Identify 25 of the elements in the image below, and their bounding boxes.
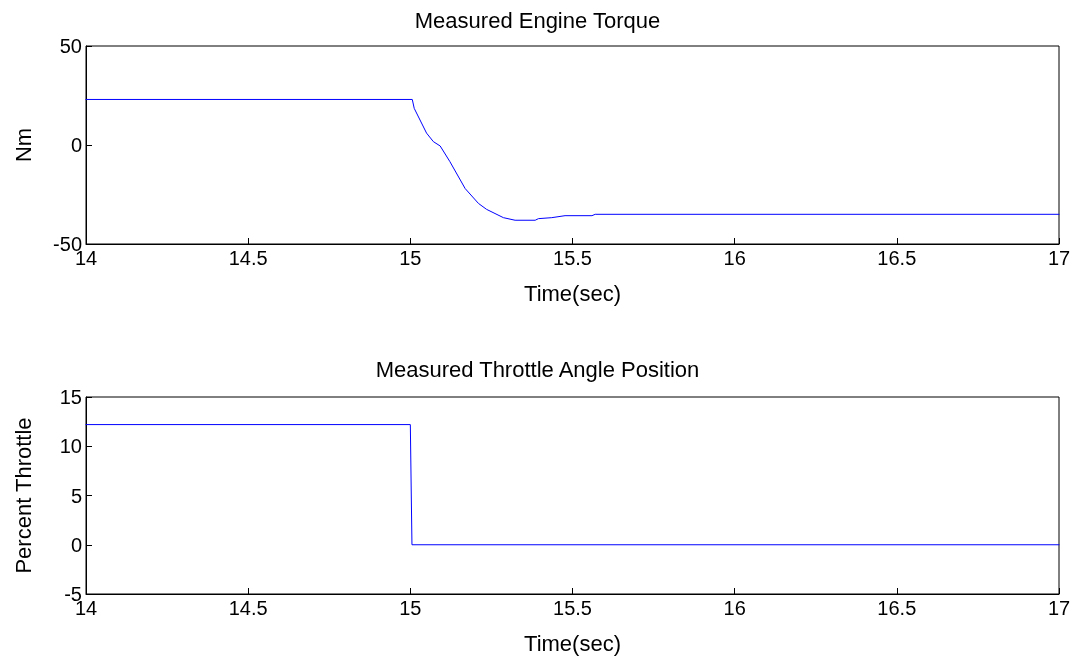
y-axis-title: Percent Throttle	[10, 417, 36, 574]
x-tick-label: 15.5	[553, 597, 592, 619]
y-tick-label: 10	[59, 435, 82, 458]
y-tick-label: 15	[59, 386, 82, 408]
y-tick-label: 5	[70, 484, 82, 507]
x-tick-label: 15.5	[553, 247, 592, 269]
x-tick-label: 14.5	[228, 597, 268, 619]
x-axis-title: Time(sec)	[524, 280, 621, 306]
x-axis-title: Time(sec)	[524, 630, 621, 656]
x-tick-label: 15	[399, 597, 422, 619]
y-axis-title: Nm	[10, 127, 36, 163]
x-tick-label: 16.5	[877, 597, 917, 619]
x-tick-label: 15	[399, 247, 422, 269]
x-tick-label: 16	[723, 247, 746, 269]
x-tick-label: 16.5	[877, 247, 917, 269]
chart-title: Measured Engine Torque	[414, 7, 661, 33]
x-tick-label: 17	[1047, 597, 1071, 619]
line-series	[85, 98, 1060, 221]
x-tick-label: 17	[1047, 247, 1071, 269]
y-tick-label: 50	[59, 35, 82, 57]
y-tick-label: 0	[70, 533, 82, 556]
y-tick-label: 0	[70, 134, 82, 156]
chart-title: Measured Throttle Angle Position	[375, 356, 700, 382]
x-tick-label: 16	[723, 597, 746, 619]
x-tick-label: 14.5	[228, 247, 268, 269]
